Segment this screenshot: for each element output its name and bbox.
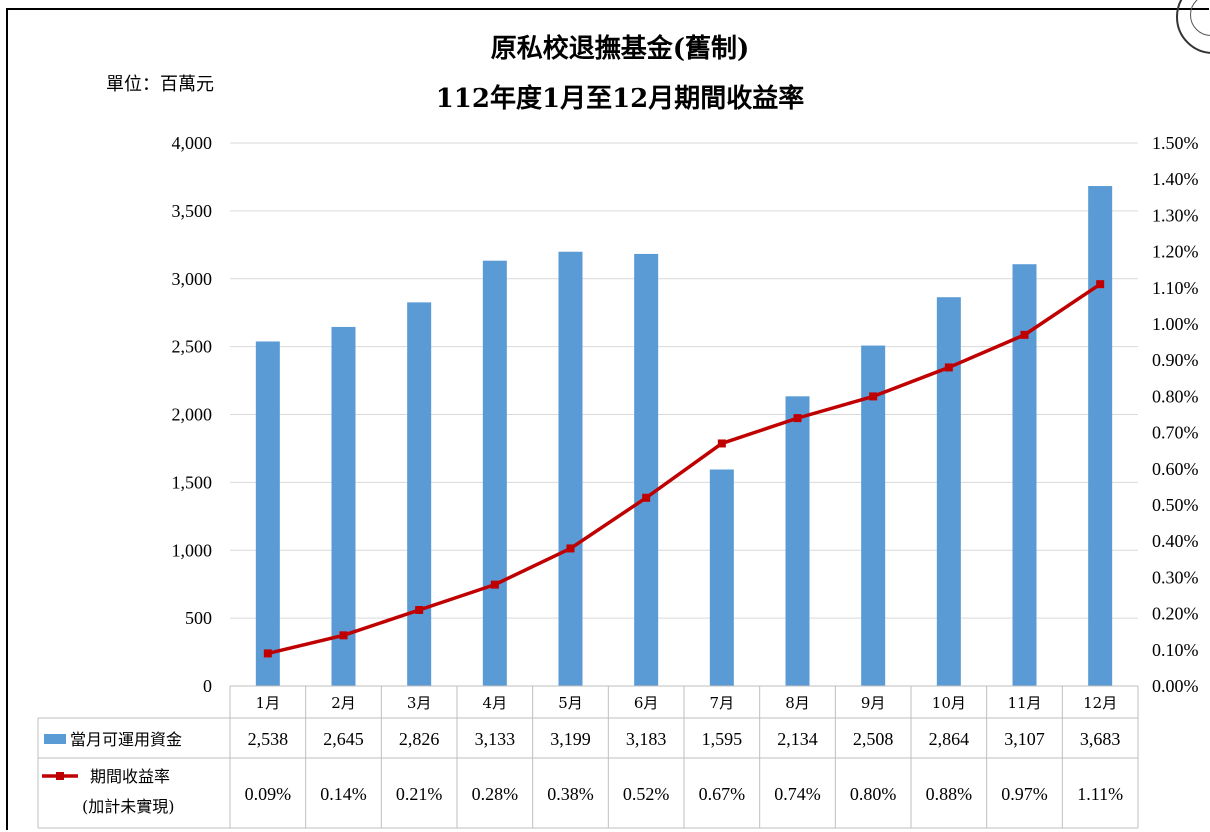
y-left-tick-label: 500	[185, 608, 212, 628]
line-point	[642, 493, 651, 502]
bar	[936, 297, 961, 686]
table-cell-value: 3,683	[1080, 729, 1121, 749]
bar	[255, 341, 280, 686]
table-cell-value: 3,133	[475, 729, 516, 749]
x-tick-label: 8月	[785, 694, 810, 712]
x-tick-label: 10月	[932, 694, 966, 712]
y-right-tick-label: 0.00%	[1152, 676, 1199, 696]
bar	[634, 253, 659, 686]
line-point	[415, 605, 424, 614]
y-right-tick-label: 1.40%	[1152, 169, 1199, 189]
x-tick-label: 9月	[861, 694, 886, 712]
y-left-tick-label: 1,000	[172, 540, 213, 560]
y-right-tick-label: 1.00%	[1152, 314, 1199, 334]
line-point	[869, 392, 878, 401]
y-left-tick-label: 1,500	[172, 472, 213, 492]
line-point	[717, 439, 726, 448]
y-right-tick-label: 1.20%	[1152, 242, 1199, 262]
y-left-tick-label: 3,500	[172, 201, 213, 221]
chart-frame	[6, 8, 1209, 830]
x-tick-label: 12月	[1083, 694, 1117, 712]
y-right-tick-label: 1.30%	[1152, 205, 1199, 225]
y-right-tick-label: 0.60%	[1152, 459, 1199, 479]
legend-swatch-bar	[44, 734, 66, 744]
chart-subtitle: 112年度1月至12月期間收益率	[435, 84, 805, 114]
y-right-tick-label: 0.70%	[1152, 423, 1199, 443]
bar	[482, 260, 507, 686]
table-cell-value: 0.28%	[472, 784, 519, 804]
legend-marker-line	[56, 772, 64, 780]
line-point	[1096, 280, 1105, 289]
bar	[785, 396, 810, 686]
table-cell-value: 2,826	[399, 729, 440, 749]
bar	[407, 302, 432, 686]
table-cell-value: 3,183	[626, 729, 667, 749]
y-left-tick-label: 2,500	[172, 337, 213, 357]
line-point	[339, 631, 348, 640]
bar	[709, 469, 734, 686]
y-right-tick-label: 0.50%	[1152, 495, 1199, 515]
line-point	[490, 580, 499, 589]
table-cell-value: 0.09%	[245, 784, 292, 804]
y-right-tick-label: 0.80%	[1152, 386, 1199, 406]
line-point	[793, 414, 802, 423]
x-tick-label: 11月	[1007, 694, 1041, 712]
line-point	[1020, 330, 1029, 339]
line-point	[944, 363, 953, 372]
table-cell-value: 1,595	[702, 729, 743, 749]
table-cell-value: 1.11%	[1077, 784, 1123, 804]
table-cell-value: 3,199	[550, 729, 591, 749]
table-cell-value: 2,508	[853, 729, 894, 749]
table-cell-value: 0.52%	[623, 784, 670, 804]
y-right-tick-label: 0.30%	[1152, 567, 1199, 587]
x-tick-label: 2月	[331, 694, 356, 712]
table-cell-value: 2,134	[777, 729, 818, 749]
y-left-tick-label: 2,000	[172, 405, 213, 425]
y-right-tick-label: 0.20%	[1152, 604, 1199, 624]
table-cell-value: 2,538	[248, 729, 289, 749]
table-cell-value: 0.97%	[1001, 784, 1048, 804]
table-cell-value: 0.38%	[547, 784, 594, 804]
line-point	[263, 649, 272, 658]
y-right-tick-label: 1.50%	[1152, 133, 1199, 153]
y-left-tick-label: 0	[203, 676, 212, 696]
y-left-tick-label: 4,000	[172, 133, 213, 153]
y-right-tick-label: 0.90%	[1152, 350, 1199, 370]
table-cell-value: 0.74%	[774, 784, 821, 804]
x-tick-label: 7月	[710, 694, 735, 712]
bar	[558, 251, 583, 686]
table-cell-value: 3,107	[1004, 729, 1045, 749]
table-cell-value: 2,864	[929, 729, 970, 749]
bar	[331, 326, 356, 686]
unit-label: 單位：百萬元	[106, 74, 214, 95]
legend-label-bar: 當月可運用資金	[70, 730, 182, 749]
line-point	[566, 544, 575, 553]
y-right-tick-label: 1.10%	[1152, 278, 1199, 298]
table-cell-value: 0.88%	[926, 784, 973, 804]
x-tick-label: 6月	[634, 694, 659, 712]
y-left-tick-label: 3,000	[172, 269, 213, 289]
bar	[1088, 186, 1113, 686]
table-cell-value: 0.67%	[699, 784, 746, 804]
series-line	[267, 282, 1102, 656]
table-cell-value: 2,645	[323, 729, 364, 749]
table-cell-value: 0.80%	[850, 784, 897, 804]
bar	[861, 345, 886, 686]
x-tick-label: 1月	[256, 694, 281, 712]
y-right-tick-label: 0.40%	[1152, 531, 1199, 551]
legend-sublabel-line: (加計未實現)	[82, 797, 175, 816]
x-tick-label: 5月	[558, 694, 583, 712]
chart-title: 原私校退撫基金(舊制)	[490, 34, 750, 64]
legend-label-line: 期間收益率	[90, 767, 170, 786]
y-right-tick-label: 0.10%	[1152, 640, 1199, 660]
x-tick-label: 3月	[407, 694, 432, 712]
table-cell-value: 0.14%	[320, 784, 367, 804]
table-cell-value: 0.21%	[396, 784, 443, 804]
x-tick-label: 4月	[483, 694, 508, 712]
